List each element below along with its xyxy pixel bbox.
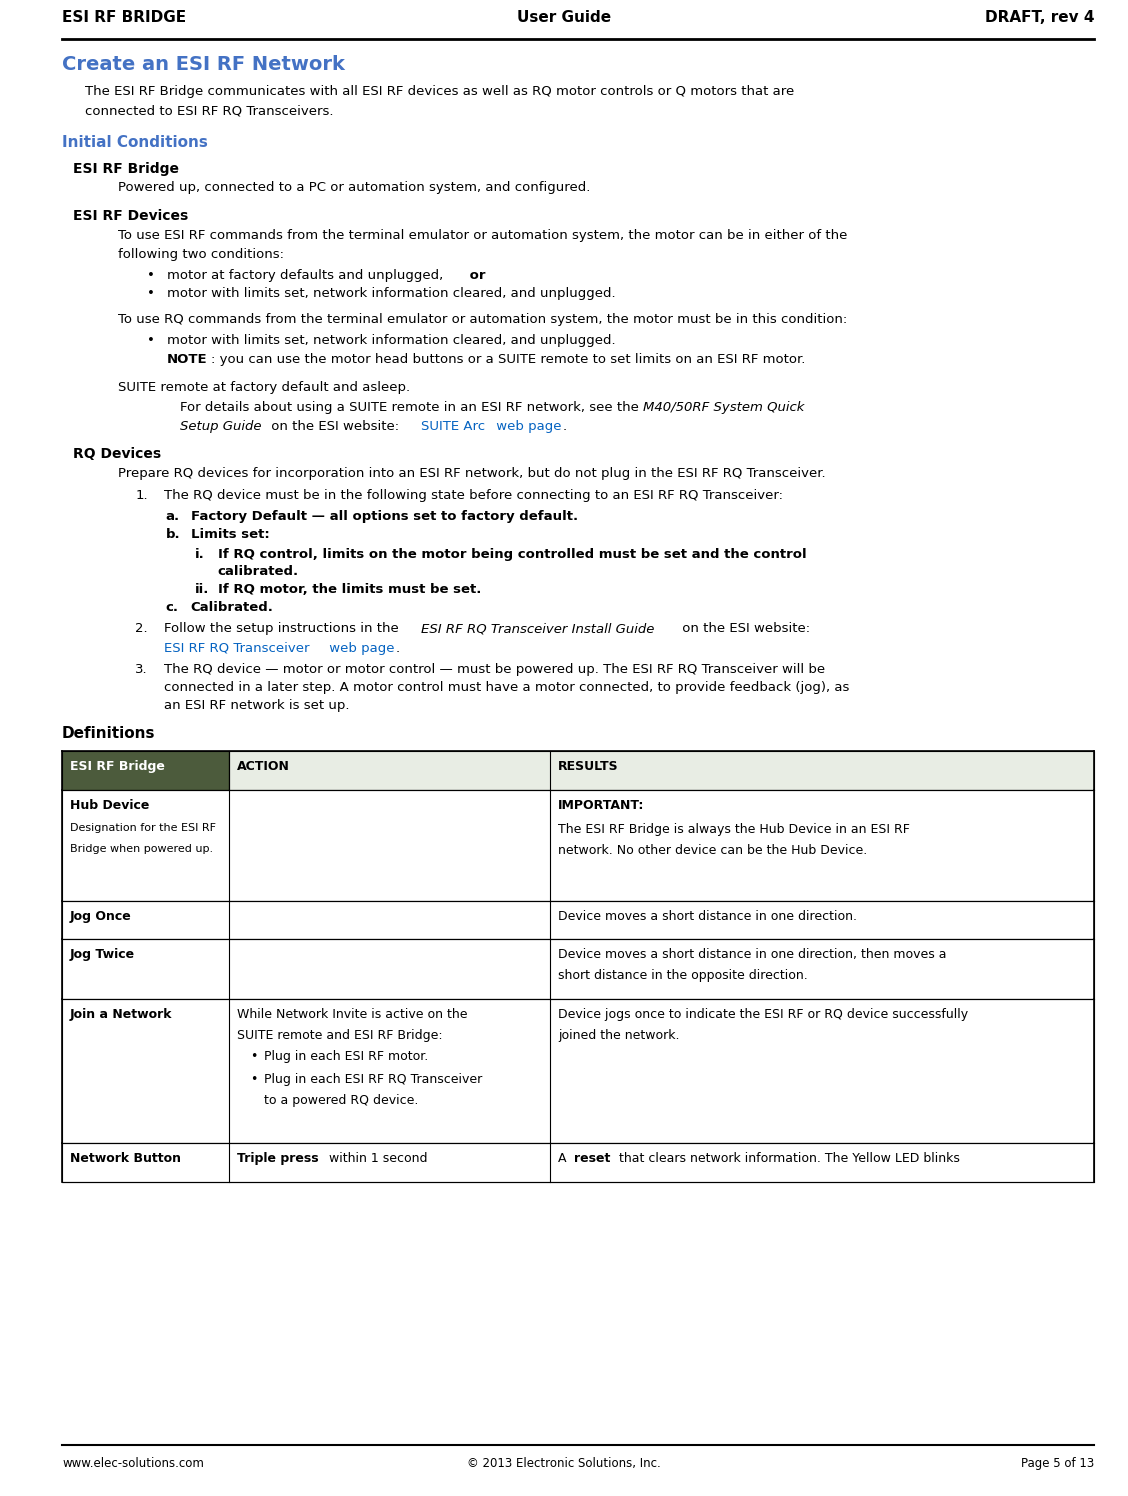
Bar: [62, 1143, 1094, 1182]
Bar: [62, 901, 1094, 939]
Text: on the ESI website:: on the ESI website:: [678, 622, 810, 636]
Text: If RQ motor, the limits must be set.: If RQ motor, the limits must be set.: [218, 583, 481, 597]
Text: Plug in each ESI RF motor.: Plug in each ESI RF motor.: [264, 1050, 429, 1064]
Text: ESI RF BRIDGE: ESI RF BRIDGE: [62, 10, 186, 25]
Text: Initial Conditions: Initial Conditions: [62, 135, 208, 150]
Text: Device moves a short distance in one direction.: Device moves a short distance in one dir…: [558, 910, 857, 923]
Text: motor at factory defaults and unplugged,: motor at factory defaults and unplugged,: [167, 269, 443, 283]
Text: ESI RF RQ Transceiver: ESI RF RQ Transceiver: [164, 642, 309, 655]
Text: .: .: [396, 642, 400, 655]
Text: •: •: [147, 269, 155, 283]
Text: Triple press: Triple press: [237, 1152, 318, 1165]
Text: IMPORTANT:: IMPORTANT:: [558, 799, 645, 812]
Text: Device jogs once to indicate the ESI RF or RQ device successfully: Device jogs once to indicate the ESI RF …: [558, 1008, 969, 1022]
Text: connected in a later step. A motor control must have a motor connected, to provi: connected in a later step. A motor contr…: [164, 681, 849, 694]
Text: reset: reset: [574, 1152, 610, 1165]
Bar: [62, 939, 1094, 999]
Text: If RQ control, limits on the motor being controlled must be set and the control: If RQ control, limits on the motor being…: [218, 548, 807, 561]
Text: ESI RF Bridge: ESI RF Bridge: [73, 162, 179, 175]
Text: calibrated.: calibrated.: [218, 565, 299, 579]
Text: NOTE: NOTE: [167, 353, 208, 367]
Text: web page: web page: [325, 642, 395, 655]
Text: ACTION: ACTION: [237, 760, 290, 773]
Text: ESI RF Devices: ESI RF Devices: [73, 209, 188, 223]
Text: •: •: [250, 1050, 258, 1064]
Text: b.: b.: [166, 528, 180, 542]
Bar: [229, 751, 1094, 790]
Text: on the ESI website:: on the ESI website:: [267, 420, 404, 434]
Text: following two conditions:: following two conditions:: [118, 248, 284, 262]
Text: Hub Device: Hub Device: [70, 799, 149, 812]
Text: The ESI RF Bridge communicates with all ESI RF devices as well as RQ motor contr: The ESI RF Bridge communicates with all …: [85, 85, 794, 99]
Text: RESULTS: RESULTS: [558, 760, 619, 773]
Bar: [62, 790, 1094, 901]
Text: Definitions: Definitions: [62, 726, 156, 741]
Text: Create an ESI RF Network: Create an ESI RF Network: [62, 55, 345, 75]
Text: ESI RF Bridge: ESI RF Bridge: [70, 760, 165, 773]
Text: While Network Invite is active on the: While Network Invite is active on the: [237, 1008, 467, 1022]
Text: c.: c.: [166, 601, 179, 615]
Text: Network Button: Network Button: [70, 1152, 180, 1165]
Text: joined the network.: joined the network.: [558, 1029, 680, 1043]
Text: that clears network information. The Yellow LED blinks: that clears network information. The Yel…: [615, 1152, 960, 1165]
Text: .: .: [563, 420, 567, 434]
Text: © 2013 Electronic Solutions, Inc.: © 2013 Electronic Solutions, Inc.: [467, 1457, 661, 1471]
Text: 1.: 1.: [135, 489, 148, 503]
Text: User Guide: User Guide: [517, 10, 611, 25]
Bar: [62, 751, 229, 790]
Text: •: •: [147, 287, 155, 301]
Text: RQ Devices: RQ Devices: [73, 447, 161, 461]
Text: SUITE remote at factory default and asleep.: SUITE remote at factory default and asle…: [118, 381, 411, 395]
Text: •: •: [250, 1073, 258, 1086]
Text: connected to ESI RF RQ Transceivers.: connected to ESI RF RQ Transceivers.: [85, 105, 333, 118]
Text: a.: a.: [166, 510, 180, 524]
Text: Designation for the ESI RF: Designation for the ESI RF: [70, 823, 215, 833]
Text: The RQ device — motor or motor control — must be powered up. The ESI RF RQ Trans: The RQ device — motor or motor control —…: [164, 663, 825, 676]
Text: to a powered RQ device.: to a powered RQ device.: [264, 1094, 418, 1107]
Text: SUITE remote and ESI RF Bridge:: SUITE remote and ESI RF Bridge:: [237, 1029, 442, 1043]
Text: or: or: [465, 269, 485, 283]
Text: M40/50RF System Quick: M40/50RF System Quick: [643, 401, 804, 414]
Bar: [62, 999, 1094, 1143]
Text: Powered up, connected to a PC or automation system, and configured.: Powered up, connected to a PC or automat…: [118, 181, 591, 194]
Text: 2.: 2.: [135, 622, 148, 636]
Text: To use RQ commands from the terminal emulator or automation system, the motor mu: To use RQ commands from the terminal emu…: [118, 313, 847, 326]
Text: Device moves a short distance in one direction, then moves a: Device moves a short distance in one dir…: [558, 948, 946, 962]
Text: The ESI RF Bridge is always the Hub Device in an ESI RF: The ESI RF Bridge is always the Hub Devi…: [558, 823, 910, 836]
Text: i.: i.: [195, 548, 205, 561]
Text: an ESI RF network is set up.: an ESI RF network is set up.: [164, 699, 349, 712]
Text: A: A: [558, 1152, 571, 1165]
Text: Factory Default — all options set to factory default.: Factory Default — all options set to fac…: [191, 510, 578, 524]
Text: ESI RF RQ Transceiver Install Guide: ESI RF RQ Transceiver Install Guide: [421, 622, 654, 636]
Text: Page 5 of 13: Page 5 of 13: [1021, 1457, 1094, 1471]
Text: network. No other device can be the Hub Device.: network. No other device can be the Hub …: [558, 844, 867, 857]
Text: 3.: 3.: [135, 663, 148, 676]
Text: Calibrated.: Calibrated.: [191, 601, 273, 615]
Text: Plug in each ESI RF RQ Transceiver: Plug in each ESI RF RQ Transceiver: [264, 1073, 482, 1086]
Text: web page: web page: [492, 420, 562, 434]
Text: SUITE Arc: SUITE Arc: [421, 420, 485, 434]
Text: motor with limits set, network information cleared, and unplugged.: motor with limits set, network informati…: [167, 287, 616, 301]
Text: Limits set:: Limits set:: [191, 528, 270, 542]
Text: The RQ device must be in the following state before connecting to an ESI RF RQ T: The RQ device must be in the following s…: [164, 489, 783, 503]
Text: Join a Network: Join a Network: [70, 1008, 173, 1022]
Text: motor with limits set, network information cleared, and unplugged.: motor with limits set, network informati…: [167, 334, 616, 347]
Text: www.elec-solutions.com: www.elec-solutions.com: [62, 1457, 204, 1471]
Text: ii.: ii.: [195, 583, 210, 597]
Text: To use ESI RF commands from the terminal emulator or automation system, the moto: To use ESI RF commands from the terminal…: [118, 229, 848, 242]
Text: Bridge when powered up.: Bridge when powered up.: [70, 844, 213, 854]
Text: For details about using a SUITE remote in an ESI RF network, see the: For details about using a SUITE remote i…: [180, 401, 644, 414]
Text: : you can use the motor head buttons or a SUITE remote to set limits on an ESI R: : you can use the motor head buttons or …: [211, 353, 805, 367]
Text: within 1 second: within 1 second: [325, 1152, 428, 1165]
Text: •: •: [147, 334, 155, 347]
Text: Jog Once: Jog Once: [70, 910, 132, 923]
Text: DRAFT, rev 4: DRAFT, rev 4: [985, 10, 1094, 25]
Text: Follow the setup instructions in the: Follow the setup instructions in the: [164, 622, 403, 636]
Text: Setup Guide: Setup Guide: [180, 420, 262, 434]
Text: Prepare RQ devices for incorporation into an ESI RF network, but do not plug in : Prepare RQ devices for incorporation int…: [118, 467, 826, 480]
Text: short distance in the opposite direction.: short distance in the opposite direction…: [558, 969, 808, 983]
Text: Jog Twice: Jog Twice: [70, 948, 135, 962]
